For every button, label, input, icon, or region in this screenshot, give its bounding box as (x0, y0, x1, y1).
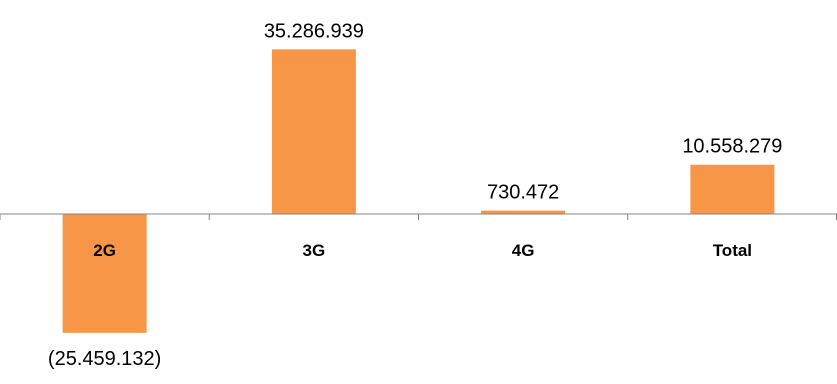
data-label-total: 10.558.279 (682, 136, 782, 158)
bar-2g (62, 214, 147, 333)
bars-group (62, 49, 775, 333)
category-label-total: Total (713, 241, 752, 260)
bar-3g (271, 49, 356, 214)
data-label-3g: 35.286.939 (264, 20, 364, 42)
category-label-3g: 3G (303, 241, 326, 260)
category-labels-group: 2G 3G 4G Total (93, 241, 752, 260)
category-label-4g: 4G (512, 241, 535, 260)
bar-4g (481, 210, 566, 214)
bar-total (690, 164, 775, 214)
data-label-4g: 730.472 (487, 182, 559, 204)
data-label-2g: (25.459.132) (48, 348, 161, 370)
value-labels-group: (25.459.132) 35.286.939 730.472 10.558.279 (48, 20, 783, 369)
category-label-2g: 2G (93, 241, 116, 260)
